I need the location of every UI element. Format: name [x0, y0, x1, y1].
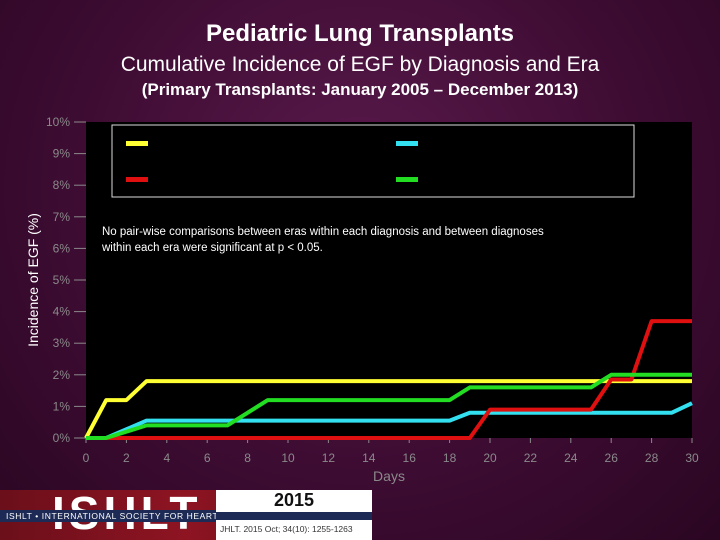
legend-swatch-4	[396, 177, 418, 182]
x-tick-label: 2	[123, 451, 130, 465]
citation-rule	[216, 512, 372, 520]
y-tick-label: 6%	[53, 241, 71, 255]
y-tick-label: 2%	[53, 368, 71, 382]
y-tick-label: 10%	[46, 115, 70, 129]
x-axis-ticks: 0 2 4 6 8 10 12 14 16 18 20 22 24 26 28 30	[83, 438, 699, 465]
page-subtitle: Cumulative Incidence of EGF by Diagnosis…	[120, 53, 600, 76]
x-tick-label: 8	[244, 451, 251, 465]
legend-swatch-3	[126, 177, 148, 182]
x-axis-label: Days	[373, 468, 405, 484]
x-tick-label: 18	[443, 451, 457, 465]
series-line-1	[84, 379, 692, 439]
x-tick-label: 24	[564, 451, 578, 465]
citation-text: JHLT. 2015 Oct; 34(10): 1255-1263	[220, 524, 353, 534]
y-tick-label: 8%	[53, 178, 71, 192]
x-tick-label: 0	[83, 451, 90, 465]
citation-box: 2015 JHLT. 2015 Oct; 34(10): 1255-1263	[216, 490, 372, 540]
y-axis-label: Incidence of EGF (%)	[25, 213, 41, 347]
x-tick-label: 22	[524, 451, 538, 465]
annotation-line-2: within each era were significant at p < …	[101, 242, 323, 254]
y-axis-ticks: 0% 1% 2% 3% 4% 5% 6% 7% 8% 9% 10%	[46, 115, 86, 445]
x-tick-label: 16	[403, 451, 417, 465]
page-subtitle-2: (Primary Transplants: January 2005 – Dec…	[141, 80, 579, 99]
chart: 0%1%2%3%4%5%6%7%8%9%10% 0 2 4 6 8 10 12 14 16 18 2…	[25, 115, 699, 484]
y-tick-label: 0%	[53, 431, 71, 445]
series-line-4	[86, 372, 692, 440]
report-year: 2015	[273, 490, 315, 510]
y-tick-label: 9%	[53, 147, 71, 161]
y-tick-label: 4%	[53, 305, 71, 319]
x-tick-label: 14	[362, 451, 376, 465]
x-tick-label: 20	[483, 451, 497, 465]
series-lines	[84, 319, 693, 440]
x-tick-label: 30	[685, 451, 699, 465]
y-tick-label: 7%	[53, 210, 71, 224]
footer: ISHLT ISHLT • INTERNATIONAL SOCIETY FOR …	[0, 487, 372, 540]
y-tick-label: 3%	[53, 336, 71, 350]
x-tick-label: 6	[204, 451, 211, 465]
legend-swatches	[126, 141, 418, 182]
page-title: Pediatric Lung Transplants	[205, 20, 515, 47]
legend-swatch-1	[126, 141, 148, 146]
x-tick-label: 12	[322, 451, 336, 465]
y-tick-label: 5%	[53, 273, 71, 287]
annotation-line-1: No pair-wise comparisons between eras wi…	[102, 226, 544, 238]
legend-box	[111, 124, 635, 198]
x-tick-label: 26	[605, 451, 619, 465]
y-tick-label: 1%	[53, 399, 71, 413]
series-line-3	[86, 319, 692, 440]
legend-swatch-2	[396, 141, 418, 146]
x-tick-label: 4	[163, 451, 170, 465]
x-tick-label: 28	[645, 451, 659, 465]
x-tick-label: 10	[281, 451, 295, 465]
